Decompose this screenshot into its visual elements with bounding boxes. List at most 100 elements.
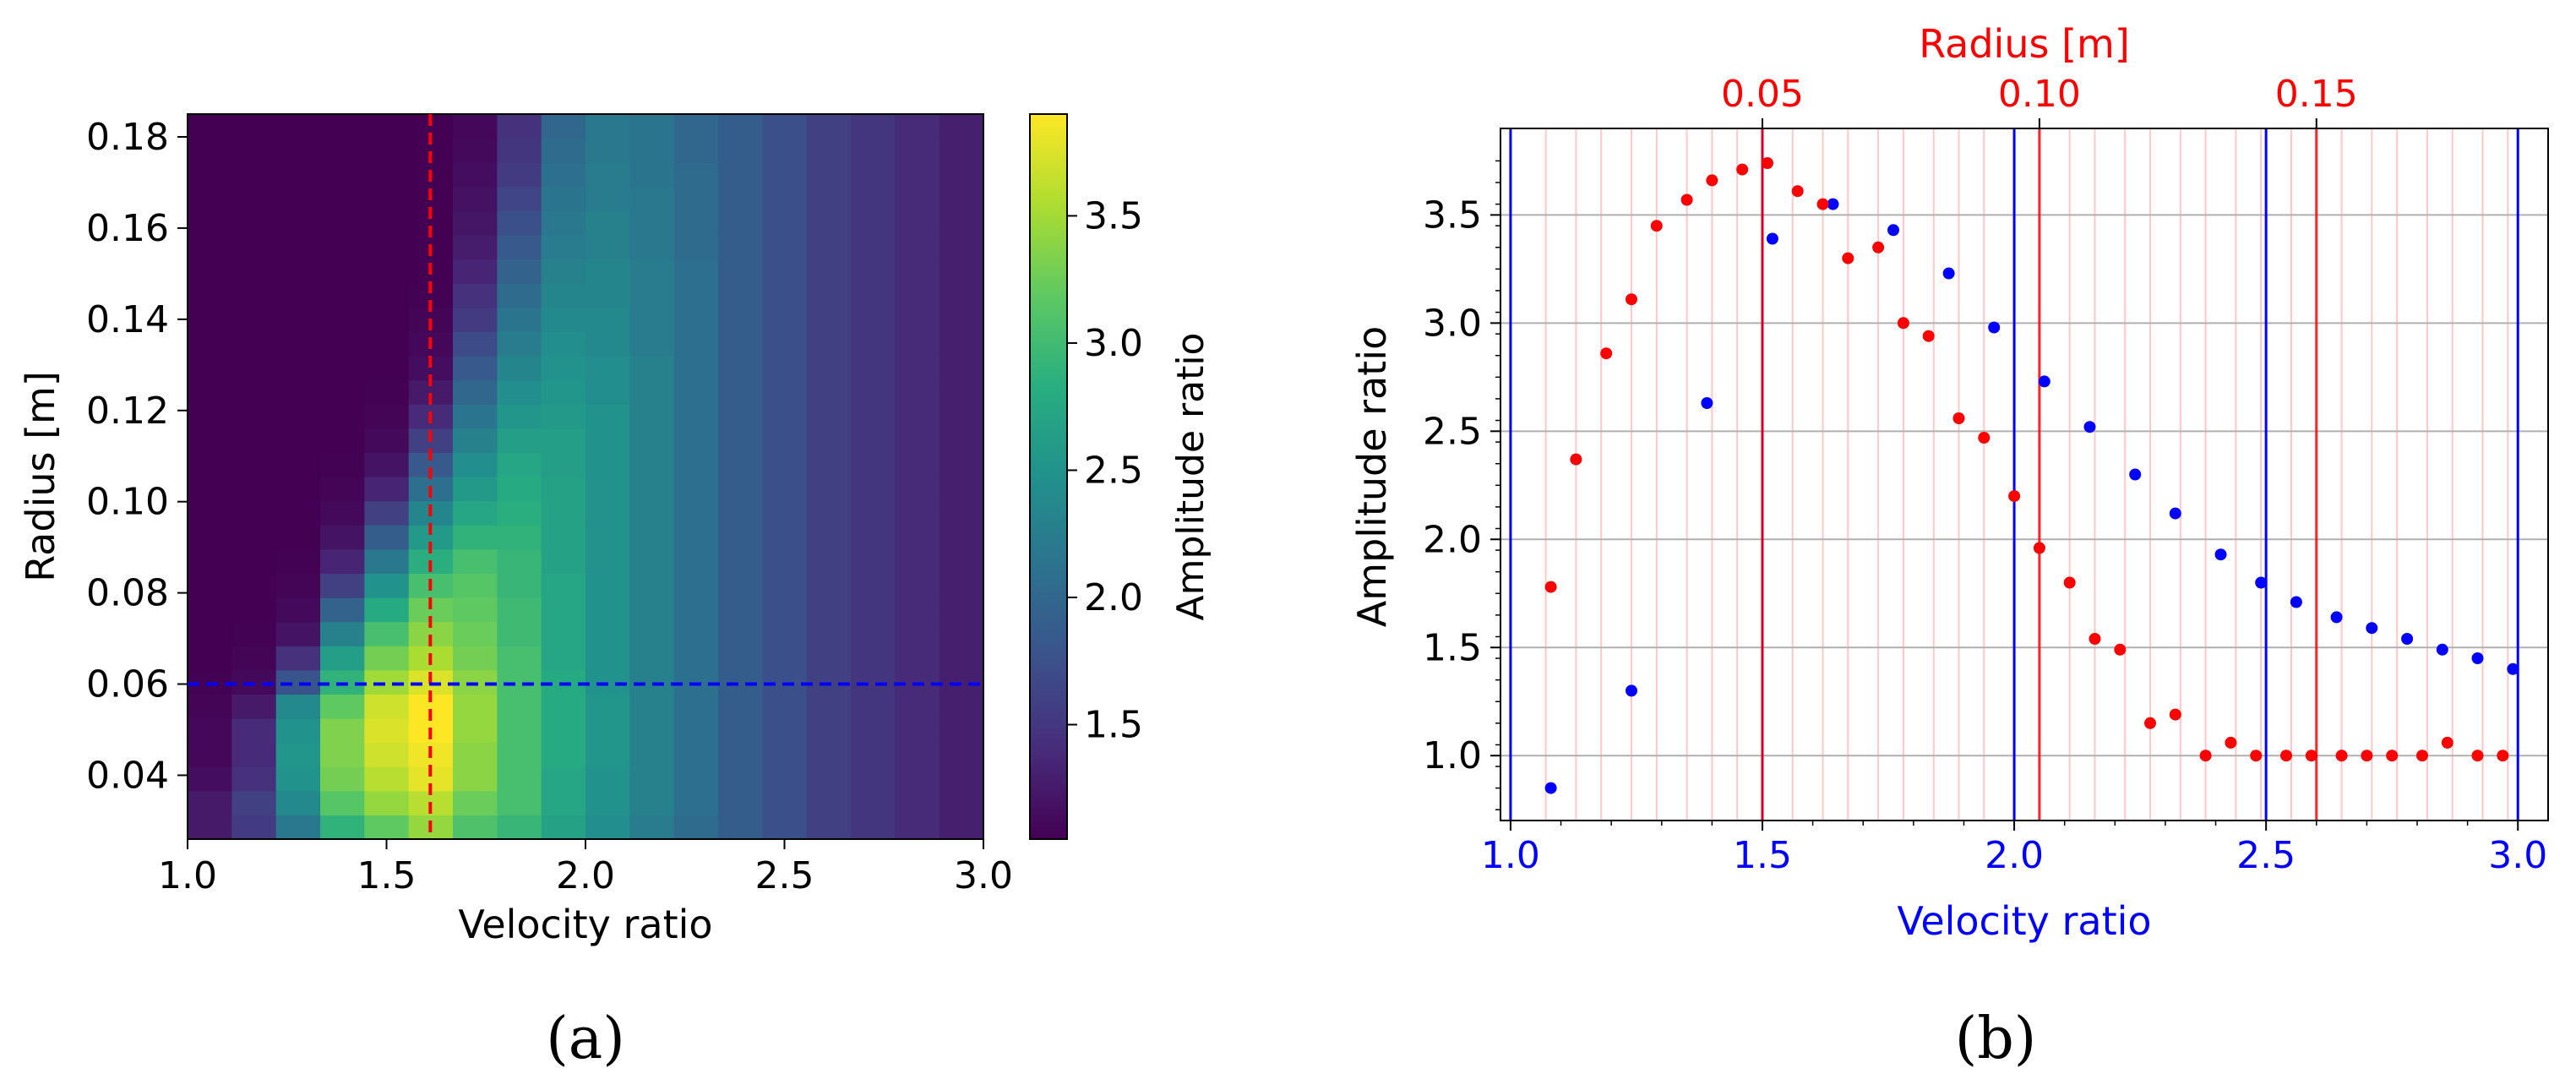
heatmap-cell (364, 477, 410, 502)
heatmap-cell (895, 525, 940, 550)
heatmap-cell (895, 452, 940, 477)
heatmap-cell (762, 694, 808, 719)
heatmap-cell (629, 235, 675, 260)
heatmap-cell (541, 283, 586, 308)
heatmap-cell (762, 356, 808, 381)
heatmap-cell (762, 742, 808, 767)
heatmap-cell (629, 331, 675, 357)
heatmap-cell (585, 331, 630, 357)
heatmap-cell (453, 428, 498, 453)
heatmap-cell (541, 718, 586, 744)
heatmap-cell (541, 259, 586, 284)
heatmap-cell (231, 138, 277, 163)
heatmap-cell (188, 621, 232, 646)
heatmap-cell (895, 138, 940, 163)
heatmap-cell (188, 210, 232, 236)
heatmap-cell (188, 597, 232, 623)
heatmap-cell (231, 283, 277, 308)
heatmap-cell (231, 356, 277, 381)
heatmap-cell (585, 500, 630, 526)
heatmap-cell (188, 815, 232, 840)
heatmap-cell (851, 742, 896, 767)
heatmap-cell (231, 428, 277, 453)
heatmap-cell (806, 500, 852, 526)
heatmap-cell (364, 597, 410, 623)
heatmap-cell (188, 114, 232, 139)
heatmap-cell (585, 283, 630, 308)
heatmap-cell (364, 210, 410, 236)
heatmap-cell (453, 766, 498, 792)
heatmap-cell (851, 597, 896, 623)
heatmap-cell (851, 307, 896, 332)
heatmap-cell (629, 525, 675, 550)
heatmap-cell (453, 307, 498, 332)
heatmap-cell (895, 790, 940, 815)
heatmap-cell (585, 477, 630, 502)
heatmap-cell (673, 138, 719, 163)
scatter-point (2129, 468, 2142, 481)
heatmap-cell (541, 815, 586, 840)
heatmap-cell (188, 331, 232, 357)
scatter-background (1500, 128, 2548, 821)
heatmap-cell (762, 525, 808, 550)
heatmap-cell (453, 694, 498, 719)
scatter-point (2255, 576, 2268, 589)
heatmap-cell (585, 428, 630, 453)
heatmap-cell (718, 573, 763, 598)
heatmap-cell (453, 404, 498, 429)
heatmap-cell (585, 669, 630, 695)
heatmap-cell (497, 815, 542, 840)
heatmap-cell (320, 646, 365, 671)
heatmap-cell (673, 307, 719, 332)
heatmap-cell (231, 573, 277, 598)
heatmap-cell (895, 573, 940, 598)
heatmap-cell (497, 235, 542, 260)
heatmap-cell (320, 235, 365, 260)
heatmap-cell (806, 114, 852, 139)
scatter-point (2497, 750, 2509, 762)
scatter-point (2507, 662, 2519, 675)
heatmap-cell (895, 548, 940, 574)
heatmap-cell (364, 404, 410, 429)
heatmap-cell (364, 621, 410, 646)
heatmap-cell (453, 356, 498, 381)
heatmap-cell (762, 452, 808, 477)
heatmap-cell (275, 331, 321, 357)
heatmap-cell (718, 283, 763, 308)
heatmap-cell (895, 766, 940, 792)
heatmap-cell (895, 718, 940, 744)
scatter-point (2401, 633, 2414, 645)
heatmap-cell (541, 235, 586, 260)
heatmap-cell (673, 815, 719, 840)
heatmap-cell (762, 186, 808, 211)
scatter-point (1650, 220, 1663, 232)
heatmap-cell (762, 114, 808, 139)
heatmap-cell (629, 356, 675, 381)
heatmap-cell (806, 477, 852, 502)
scatter-point (1626, 684, 1637, 697)
heatmap-cell (806, 718, 852, 744)
heatmap-cell (231, 452, 277, 477)
heatmap-cell (673, 718, 719, 744)
heatmap-cell (497, 186, 542, 211)
heatmap-cell (188, 742, 232, 767)
heatmap-cell (453, 114, 498, 139)
heatmap-cell (629, 597, 675, 623)
heatmap-cell (673, 621, 719, 646)
heatmap-y-tick-label: 0.14 (86, 298, 169, 341)
heatmap-cell (497, 210, 542, 236)
heatmap-cell (718, 477, 763, 502)
heatmap-cell (673, 452, 719, 477)
heatmap-cell (497, 597, 542, 623)
heatmap-cell (718, 186, 763, 211)
heatmap-cell (629, 718, 675, 744)
scatter-point (2169, 708, 2181, 721)
scatter-point (1816, 198, 1829, 210)
heatmap-cell (629, 500, 675, 526)
heatmap-cell (851, 404, 896, 429)
heatmap-cell (718, 331, 763, 357)
heatmap-cell (939, 477, 984, 502)
heatmap-cell (939, 307, 984, 332)
heatmap-cell (188, 138, 232, 163)
heatmap-cell (453, 790, 498, 815)
